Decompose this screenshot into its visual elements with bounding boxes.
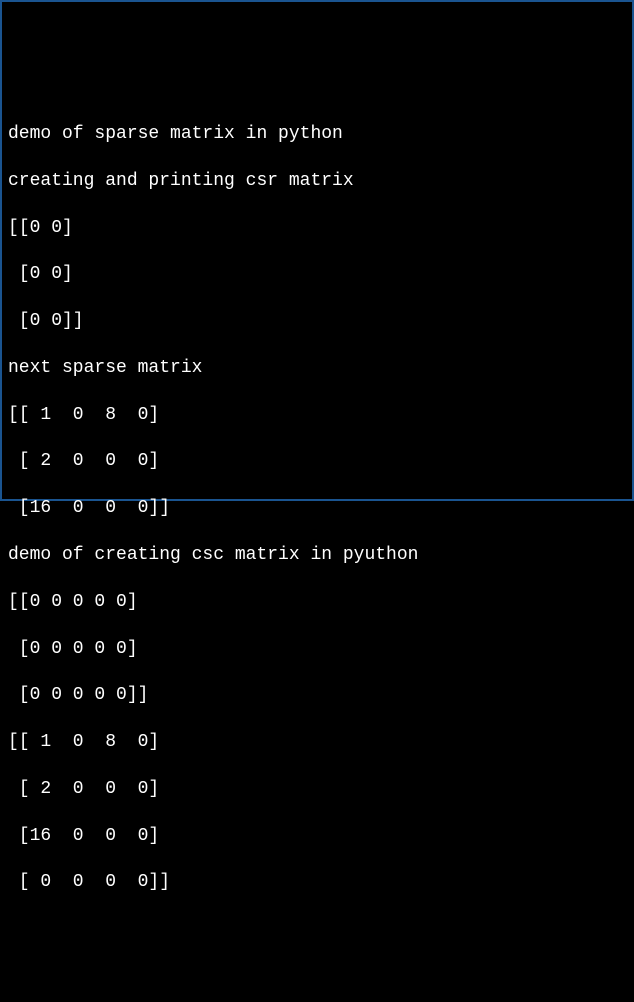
output-line: [0 0 0 0 0]] <box>8 684 626 707</box>
output-line: [0 0 0 0 0] <box>8 638 626 661</box>
output-line: [0 0]] <box>8 310 626 333</box>
output-line: [0 0] <box>8 263 626 286</box>
output-line: [ 0 0 0 0]] <box>8 871 626 894</box>
output-line: [[ 1 0 8 0] <box>8 404 626 427</box>
output-line: [ 2 0 0 0] <box>8 450 626 473</box>
terminal-output: demo of sparse matrix in python creating… <box>8 100 626 1002</box>
output-line: demo of creating csc matrix in pyuthon <box>8 544 626 567</box>
output-line: [ 2 0 0 0] <box>8 778 626 801</box>
output-line: demo of sparse matrix in python <box>8 123 626 146</box>
output-line: [16 0 0 0] <box>8 825 626 848</box>
blank-spacer <box>8 918 626 942</box>
output-line: next sparse matrix <box>8 357 626 380</box>
output-line: [[0 0] <box>8 217 626 240</box>
output-line: creating and printing csr matrix <box>8 170 626 193</box>
blank-spacer <box>8 966 626 990</box>
output-line: [[0 0 0 0 0] <box>8 591 626 614</box>
output-line: [[ 1 0 8 0] <box>8 731 626 754</box>
